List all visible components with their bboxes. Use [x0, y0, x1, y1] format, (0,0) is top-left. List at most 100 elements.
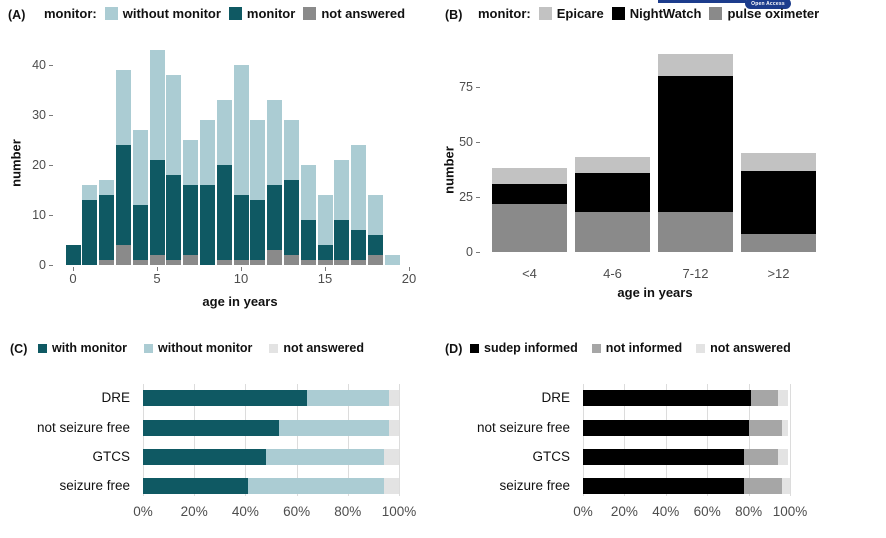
bar-segment-without-monitor [384, 255, 400, 265]
panel-a: (A) monitor: without monitor monitor not an… [0, 0, 443, 310]
bar-segment-not-answered [777, 390, 788, 406]
grid-line-100 [790, 384, 791, 496]
bar-segment-monitor [317, 245, 333, 260]
bar-segment-without-monitor [233, 65, 249, 195]
grid-line-20 [624, 384, 626, 496]
bar-segment-not-answered [166, 260, 182, 265]
legend-label: Epicare [556, 6, 604, 21]
panel-a-x-axis-title: age in years [202, 294, 278, 309]
bar-segment-not-answered [216, 260, 232, 265]
x-tick-mark [409, 267, 410, 271]
y-tick-label-40: 40 [32, 58, 46, 72]
y-tick-label-0: 0 [466, 245, 473, 259]
bar-segment-not-answered [388, 390, 399, 406]
bar-segment-not-answered [388, 420, 399, 436]
bar-segment-monitor [283, 180, 299, 255]
bar-segment-nightwatch [575, 172, 650, 213]
legend-swatch-with-monitor [38, 343, 47, 353]
legend-item-not-answered: not answered [303, 6, 405, 21]
bar-segment-monitor [183, 185, 199, 255]
bar-segment-epicare [658, 54, 733, 76]
bar-segment-epicare [492, 168, 567, 184]
x-category-label-7-12: 7-12 [682, 266, 709, 281]
y-tick-mark [49, 165, 53, 166]
legend-item-epicare: Epicare [538, 6, 604, 21]
bar-segment-with-monitor [143, 420, 279, 436]
bar-segment-not-informed [744, 478, 782, 494]
bar-segment-without-monitor [199, 120, 215, 185]
row-label-seizure-free: seizure free [59, 478, 130, 493]
legend-item-monitor: monitor [228, 6, 295, 21]
y-tick-label-25: 25 [459, 190, 473, 204]
bar-segment-without-monitor [317, 195, 333, 245]
legend-swatch-epicare [538, 7, 552, 20]
x-tick-label-15: 15 [317, 271, 333, 286]
bar-segment-without-monitor [115, 70, 131, 145]
legend-item-nightwatch: NightWatch [611, 6, 701, 21]
legend-item-not-answered: not answered [269, 341, 364, 355]
legend-item-with-monitor: with monitor [38, 341, 127, 355]
panel-c-legend: with monitor without monitor not answered [38, 341, 364, 355]
bar-segment-without-monitor [183, 140, 199, 185]
row-label-dre: DRE [541, 390, 570, 405]
bar-segment-without-monitor [250, 120, 266, 200]
bar-segment-monitor [199, 185, 215, 265]
bar-segment-monitor [250, 200, 266, 260]
bar-segment-without-monitor [216, 100, 232, 165]
grid-line-20 [194, 384, 196, 496]
grid-line-0 [143, 384, 144, 496]
x-tick-label-10: 10 [233, 271, 249, 286]
bar-segment-pulse-oximeter [492, 203, 567, 252]
bar-segment-not-answered [132, 260, 148, 265]
bar-segment-without-monitor [247, 478, 384, 494]
legend-swatch-without-monitor [144, 343, 153, 353]
legend-item-without-monitor: without monitor [104, 6, 221, 21]
x-tick-label-60: 60% [693, 504, 721, 519]
legend-swatch-not-informed [591, 343, 601, 353]
bar-segment-not-answered [383, 449, 399, 465]
bar-segment-without-monitor [283, 120, 299, 180]
bar-segment-without-monitor [300, 165, 316, 220]
x-tick-label-0: 0% [573, 504, 593, 519]
bar-segment-without-monitor [99, 180, 115, 195]
bar-segment-monitor [115, 145, 131, 245]
y-tick-label-75: 75 [459, 80, 473, 94]
bar-segment-epicare [575, 157, 650, 173]
panel-d-label: (D) [445, 342, 463, 356]
y-tick-mark [49, 265, 53, 266]
bar-segment-monitor [367, 235, 383, 255]
bar-segment-pulse-oximeter [658, 212, 733, 252]
bar-segment-not-answered [367, 255, 383, 265]
bar-segment-monitor [233, 195, 249, 260]
bar-segment-with-monitor [143, 478, 248, 494]
panel-a-label: (A) [8, 8, 26, 22]
legend-item-not-answered: not answered [696, 341, 791, 355]
grid-line-100 [399, 384, 400, 496]
legend-label: pulse oximeter [727, 6, 820, 21]
x-tick-label-40: 40% [652, 504, 680, 519]
grid-line-40 [245, 384, 247, 496]
legend-swatch-not-answered [303, 7, 317, 20]
y-tick-mark [49, 65, 53, 66]
bar-segment-nightwatch [492, 183, 567, 204]
grid-line-60 [296, 384, 298, 496]
legend-label: sudep informed [484, 341, 578, 355]
bar-segment-monitor [351, 230, 367, 260]
bar-segment-not-answered [183, 255, 199, 265]
x-tick-label-40: 40% [231, 504, 259, 519]
panel-b-label: (B) [445, 8, 463, 22]
bar-segment-monitor [99, 195, 115, 260]
x-category-label-12: >12 [767, 266, 790, 281]
bar-segment-monitor [149, 160, 165, 255]
y-tick-label-10: 10 [32, 208, 46, 222]
x-tick-label-20: 20% [180, 504, 208, 519]
x-category-label-4: <4 [522, 266, 537, 281]
x-tick-label-100: 100% [772, 504, 808, 519]
bar-segment-not-answered [781, 420, 788, 436]
legend-swatch-sudep-informed [470, 343, 479, 353]
legend-label: with monitor [52, 341, 127, 355]
x-tick-label-5: 5 [153, 271, 161, 286]
legend-label: not answered [283, 341, 364, 355]
legend-swatch-not-answered [696, 343, 706, 353]
